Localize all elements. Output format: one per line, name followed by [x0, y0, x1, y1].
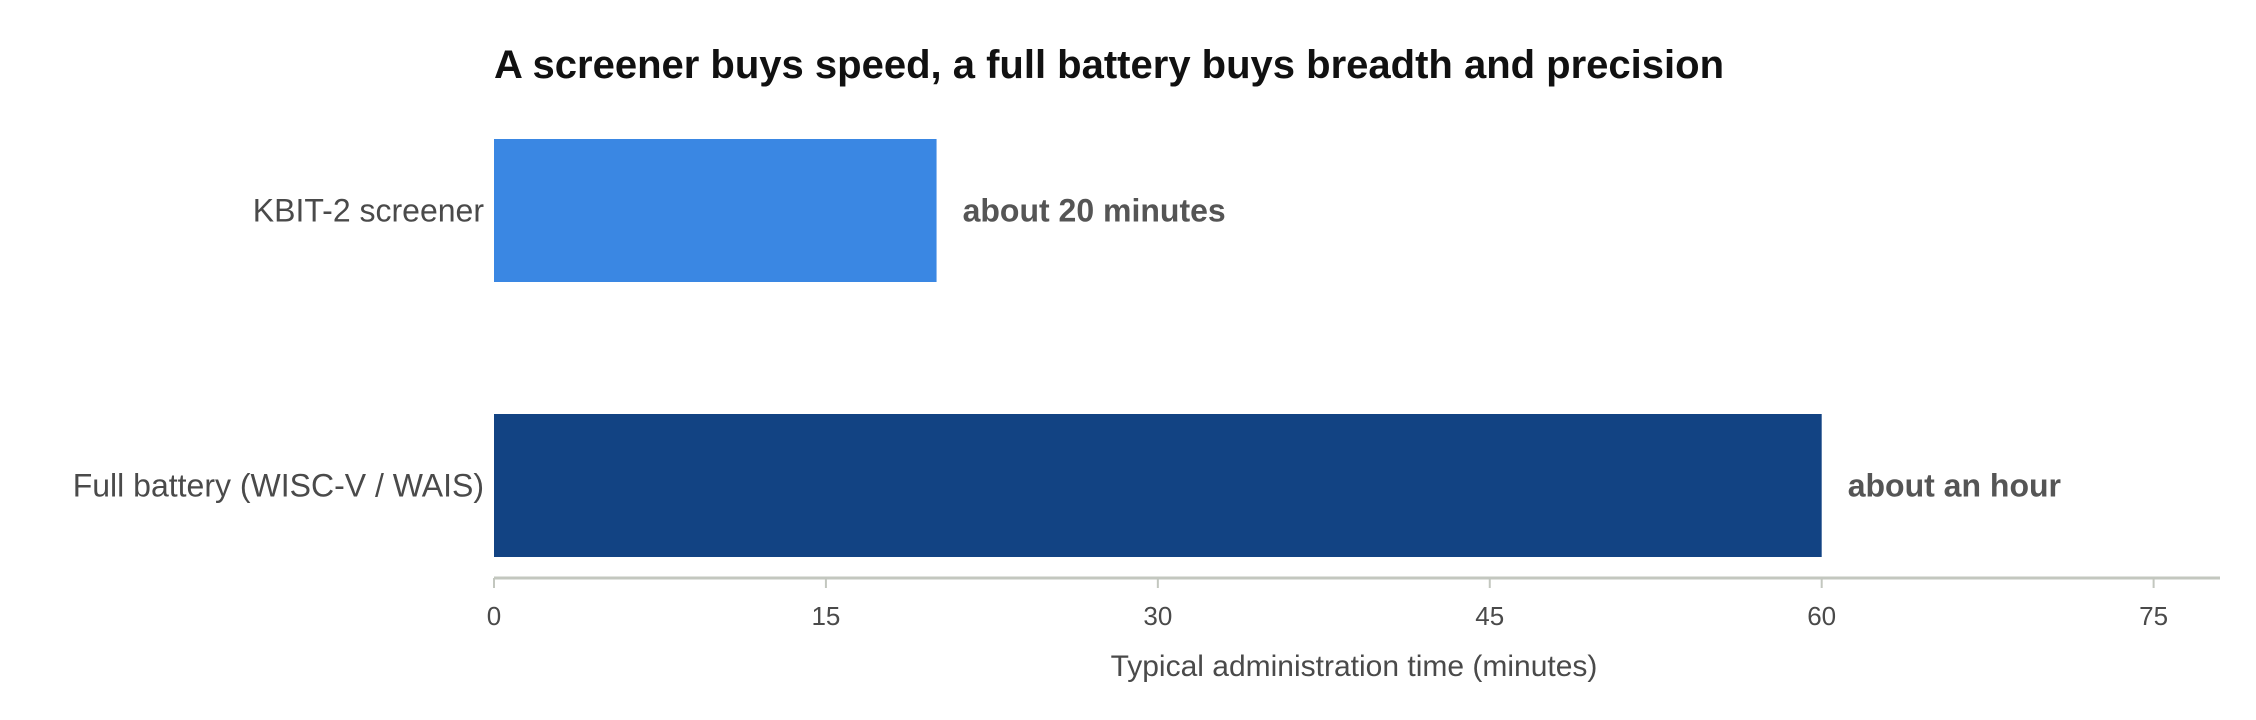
bars-layer: KBIT-2 screener about 20 minutes Full batt… [73, 139, 2061, 557]
x-axis: 0 15 30 45 60 75 [487, 576, 2220, 631]
x-tick-label-45: 45 [1475, 601, 1504, 631]
x-tick-label-15: 15 [811, 601, 840, 631]
chart-title: A screener buys speed, a full battery bu… [494, 43, 1724, 87]
x-tick-label-30: 30 [1143, 601, 1172, 631]
data-label-2: about an hour [1848, 468, 2061, 504]
x-axis-title: Typical administration time (minutes) [1111, 650, 1598, 683]
data-label-1: about 20 minutes [963, 193, 1226, 229]
x-tick-label-0: 0 [487, 601, 501, 631]
bar-1 [494, 139, 937, 282]
bar-2 [494, 414, 1822, 557]
category-label-2: Full battery (WISC-V / WAIS) [73, 468, 484, 504]
x-tick-label-60: 60 [1807, 601, 1836, 631]
category-label-1: KBIT-2 screener [253, 193, 485, 229]
x-tick-label-75: 75 [2139, 601, 2168, 631]
